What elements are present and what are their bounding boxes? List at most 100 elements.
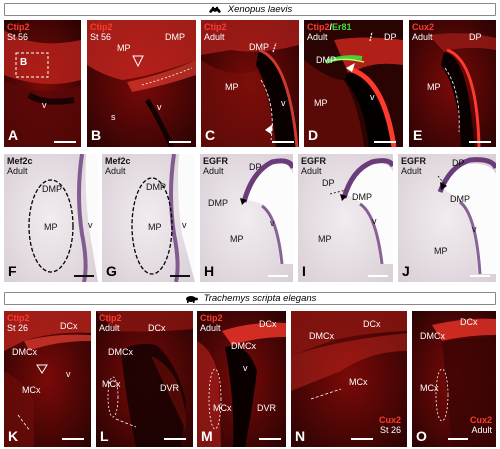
panel-h-image [200, 154, 293, 282]
panel-m: Ctip2 Adult DCx DMCx MCx DVR v M [197, 311, 286, 447]
panel-j: EGFR Adult DP DMP MP v J [398, 154, 496, 282]
panel-l-marker: Ctip2 [99, 313, 122, 323]
panel-e-stage: Adult [412, 32, 433, 42]
panel-n-dmcx: DMCx [309, 331, 334, 341]
panel-h-mp: MP [230, 234, 244, 244]
panel-i: EGFR Adult DP DMP MP v I [298, 154, 393, 282]
panel-m-mcx: MCx [213, 403, 232, 413]
inset-box [15, 52, 49, 78]
panel-l-dvr: DVR [160, 383, 180, 393]
panel-g-dmp: DMP [146, 182, 166, 192]
panel-n-dcx: DCx [363, 319, 381, 329]
panel-j-dmp: DMP [450, 194, 470, 204]
panel-k-dcx: DCx [60, 321, 78, 331]
panel-f-dmp: DMP [42, 184, 62, 194]
panel-m-v: v [243, 363, 248, 373]
trachemys-title: Trachemys scripta elegans [203, 293, 317, 304]
panel-a-marker: Ctip2 [7, 22, 30, 32]
panel-n-mcx: MCx [349, 377, 368, 387]
panel-k-dmcx: DMCx [12, 347, 37, 357]
panel-c-mp: MP [225, 82, 239, 92]
panel-a-letter: A [8, 127, 19, 143]
panel-c-image [201, 20, 299, 147]
scale-bar [74, 275, 94, 277]
panel-f: Mef2c Adult DMP MP v F [4, 154, 98, 282]
scale-bar [272, 141, 294, 143]
panel-a-inset-label: B [20, 57, 28, 68]
panel-i-v: v [372, 216, 377, 226]
panel-e: Cux2 Adult DP MP E [409, 20, 496, 147]
panel-m-marker: Ctip2 [200, 313, 223, 323]
panel-o-image [412, 311, 496, 447]
panel-i-dp: DP [322, 178, 335, 188]
panel-f-mp: MP [44, 222, 58, 232]
panel-e-letter: E [413, 127, 423, 143]
panel-d-letter: D [308, 127, 319, 143]
arrowhead-icon [340, 194, 347, 201]
panel-e-mp: MP [427, 82, 441, 92]
panel-i-image [298, 154, 393, 282]
panel-j-mp: MP [434, 246, 448, 256]
panel-c-v: v [281, 98, 286, 108]
panel-o-stage: Adult [471, 425, 492, 435]
arrowhead-icon [265, 124, 273, 134]
panel-k-marker: Ctip2 [7, 313, 30, 323]
panel-f-v: v [88, 220, 93, 230]
panel-k-image [4, 311, 91, 447]
panel-m-dmcx: DMCx [231, 341, 256, 351]
frog-icon [208, 6, 221, 13]
panel-o-mcx: MCx [420, 383, 439, 393]
panel-n-stage: St 26 [379, 425, 401, 435]
panel-k: Ctip2 St 26 DCx DMCx MCx v K [4, 311, 91, 447]
panel-d: Ctip2/Er81 Adult DMP DP MP v D [304, 20, 403, 147]
panel-d-v: v [370, 92, 375, 102]
panel-o-letter: O [416, 428, 427, 444]
panel-g-mp: MP [148, 222, 162, 232]
panel-k-stage: St 26 [7, 323, 29, 333]
arrowhead-icon [132, 55, 144, 68]
panel-h-v: v [270, 218, 275, 228]
panel-e-dp: DP [469, 32, 482, 42]
panel-a-image [4, 20, 81, 147]
panel-n-image [291, 311, 407, 447]
panel-j-image [398, 154, 496, 282]
panel-i-mp: MP [318, 234, 332, 244]
trachemys-header: Trachemys scripta elegans [4, 292, 496, 305]
panel-m-stage: Adult [200, 323, 221, 333]
panel-c: Ctip2 Adult DMP MP v C [201, 20, 299, 147]
scale-bar [169, 141, 191, 143]
panel-i-marker: EGFR [301, 156, 327, 166]
panel-g: Mef2c Adult DMP MP v G [102, 154, 195, 282]
turtle-icon [185, 296, 198, 303]
scale-bar [164, 438, 186, 440]
panel-b-marker: Ctip2 [90, 22, 113, 32]
panel-c-marker: Ctip2 [204, 22, 227, 32]
panel-c-letter: C [205, 127, 216, 143]
scale-bar [374, 141, 396, 143]
panel-f-image [4, 154, 98, 282]
panel-n: DCx DMCx MCx N Cux2 St 26 [291, 311, 407, 447]
panel-m-dcx: DCx [259, 319, 277, 329]
panel-m-image [197, 311, 286, 447]
panel-d-marker-er81: Er81 [332, 22, 352, 32]
scale-bar [54, 141, 76, 143]
panel-e-image [409, 20, 496, 147]
panel-h-marker: EGFR [203, 156, 229, 166]
panel-g-stage: Adult [105, 166, 126, 176]
panel-b-image [87, 20, 196, 147]
panel-g-image [102, 154, 195, 282]
panel-g-marker: Mef2c [105, 156, 131, 166]
panel-c-dmp: DMP [249, 42, 269, 52]
panel-d-mp: MP [314, 98, 328, 108]
panel-b-stage: St 56 [90, 32, 112, 42]
arrowhead-icon [240, 198, 247, 205]
panel-l-dmcx: DMCx [108, 347, 133, 357]
panel-l: Ctip2 Adult DCx DMCx MCx DVR L [96, 311, 193, 447]
panel-n-marker: Cux2 [378, 415, 401, 425]
panel-i-letter: I [302, 263, 306, 279]
panel-j-letter: J [402, 263, 410, 279]
panel-b-v: v [157, 102, 162, 112]
xenopus-header: Xenopus laevis [4, 3, 496, 16]
arrowhead-icon [346, 63, 355, 72]
panel-m-letter: M [201, 428, 213, 444]
